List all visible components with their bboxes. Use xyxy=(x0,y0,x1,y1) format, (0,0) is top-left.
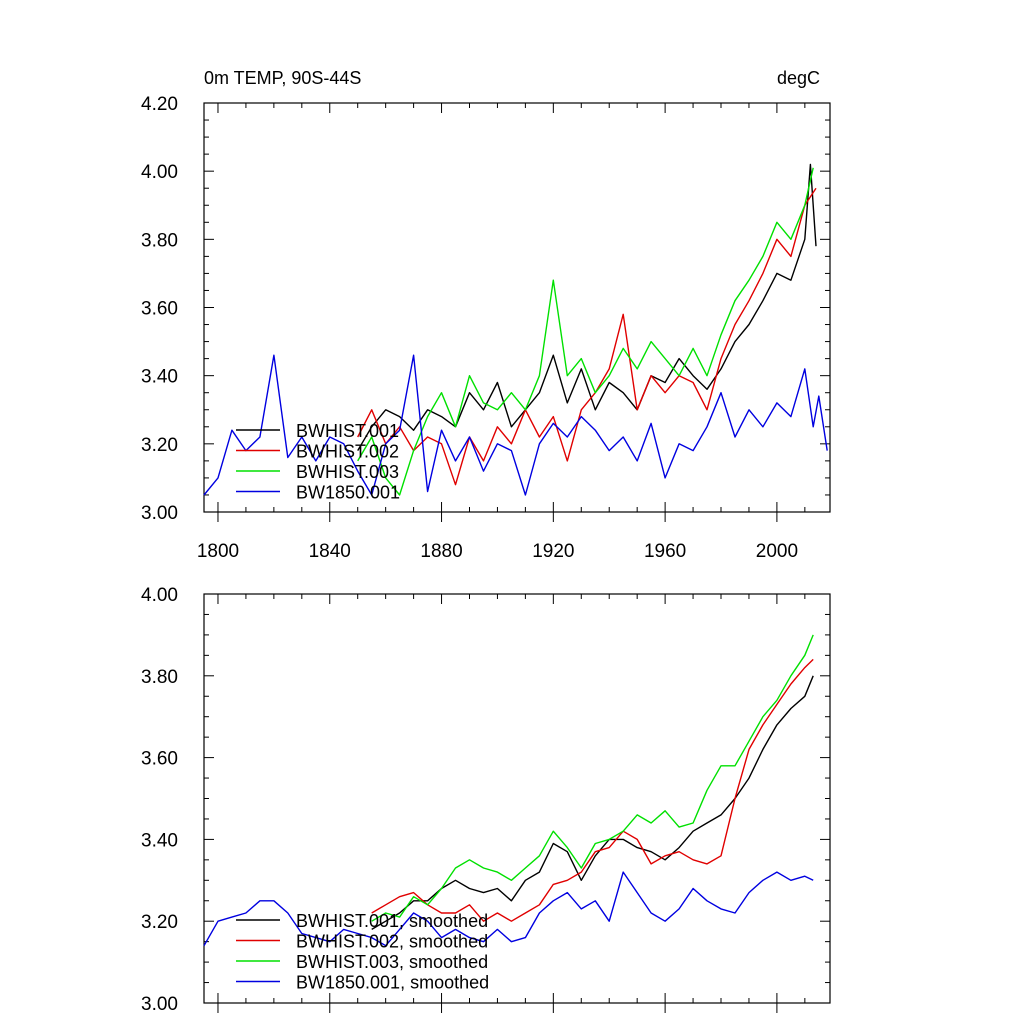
chart-title-right: degC xyxy=(777,68,820,88)
series-line-4 xyxy=(203,871,814,947)
legend-label: BWHIST.001, smoothed xyxy=(296,911,488,931)
x-tick-label: 1960 xyxy=(644,541,686,562)
y-tick-label: 3.80 xyxy=(141,667,178,688)
y-tick-label: 3.00 xyxy=(141,994,178,1015)
legend-label: BWHIST.002 xyxy=(296,442,399,462)
y-tick-label: 4.00 xyxy=(141,585,178,606)
y-tick-label: 3.80 xyxy=(141,230,178,251)
y-tick-label: 4.00 xyxy=(141,162,178,183)
series-line-1 xyxy=(371,675,814,931)
y-tick-label: 3.20 xyxy=(141,912,178,933)
x-tick-label: 2000 xyxy=(756,541,798,562)
bottom-panel: 3.00 3.20 3.40 3.60 3.80 4.00 BWHIST.001, smoo… xyxy=(141,585,831,1015)
y-tick-label: 3.60 xyxy=(141,749,178,770)
y-tick-label: 3.40 xyxy=(141,367,178,388)
y-tick-label: 3.00 xyxy=(141,503,178,524)
series-line-2 xyxy=(371,658,814,922)
x-tick-label: 1840 xyxy=(309,541,351,562)
series-line-3 xyxy=(357,167,814,496)
legend-label: BW1850.001, smoothed xyxy=(296,973,489,993)
chart-title-left: 0m TEMP, 90S-44S xyxy=(204,68,361,88)
legend-label: BWHIST.003 xyxy=(296,462,399,482)
y-tick-label: 3.20 xyxy=(141,435,178,456)
legend-label: BW1850.001 xyxy=(296,483,400,503)
series-line-1 xyxy=(357,163,817,451)
series-line-2 xyxy=(357,187,817,486)
x-tick-label: 1920 xyxy=(532,541,574,562)
y-tick-label: 3.60 xyxy=(141,299,178,320)
top-panel: 3.00 3.20 3.40 3.60 3.80 4.00 4.20 1800 1840 1880… xyxy=(141,94,831,562)
legend-label: BWHIST.002, smoothed xyxy=(296,932,488,952)
y-tick-label: 3.40 xyxy=(141,830,178,851)
x-tick-label: 1880 xyxy=(420,541,462,562)
legend-label: BWHIST.003, smoothed xyxy=(296,952,488,972)
series-line-3 xyxy=(371,634,814,922)
y-tick-label: 4.20 xyxy=(141,94,178,115)
series-line-4 xyxy=(203,354,828,496)
legend-label: BWHIST.001 xyxy=(296,421,399,441)
x-tick-label: 1800 xyxy=(197,541,239,562)
